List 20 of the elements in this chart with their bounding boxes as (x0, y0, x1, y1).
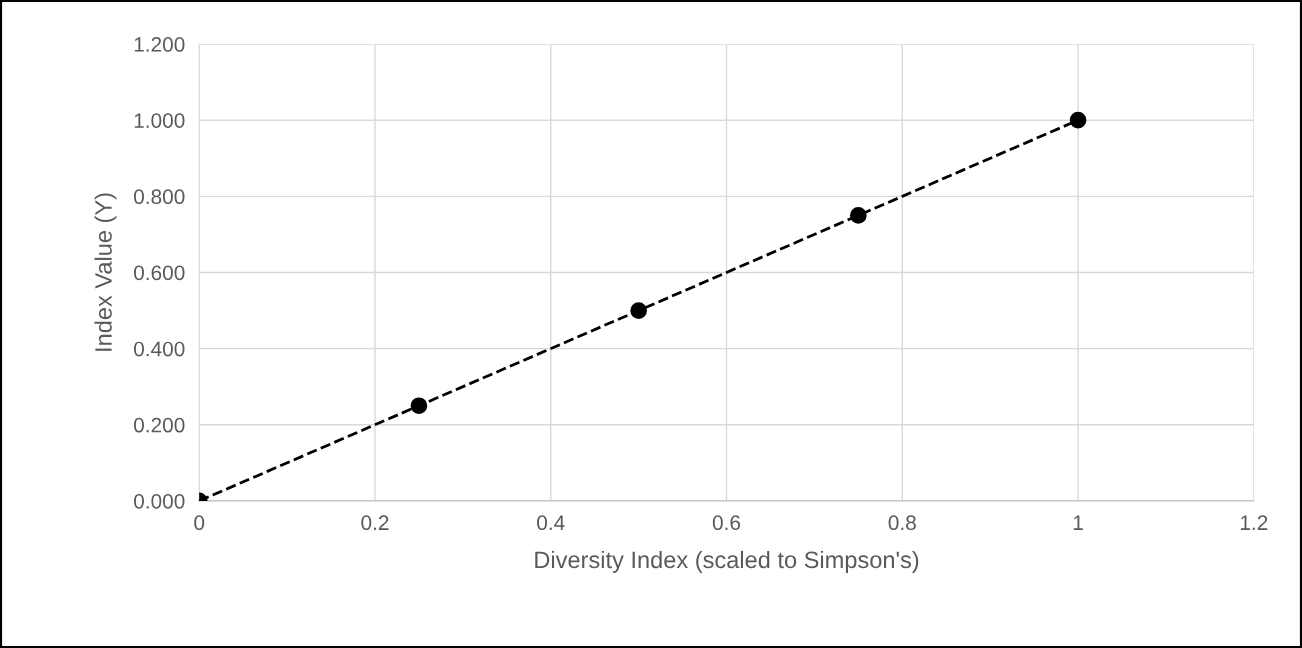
point (410, 397, 428, 415)
y-tick-label: 1.000 (134, 113, 185, 128)
y-axis-title: Index Value (Y) (94, 193, 117, 351)
y-tick-label: 0.800 (134, 189, 185, 205)
x-tick-label: 0.4 (537, 515, 565, 531)
y-tick-label: 0.600 (134, 265, 185, 281)
y-tick-label: 0.000 (134, 493, 185, 509)
x-tick-label: 1.2 (1240, 515, 1268, 530)
x-tick-label: 0.2 (361, 515, 389, 531)
y-tick-label: 0.400 (134, 341, 185, 357)
point (1069, 111, 1087, 129)
point (630, 302, 647, 319)
x-tick-label: 0 (194, 515, 205, 531)
y-tick-label: 0.200 (134, 417, 185, 433)
x-tick-label: 0.6 (712, 515, 741, 531)
y-tick-label: 1.200 (134, 37, 185, 52)
x-axis-title: Diversity Index (scaled to Simpson's) (535, 550, 919, 573)
x-tick-label: 1 (1073, 515, 1083, 530)
point (850, 207, 867, 224)
x-tick-label: 0.8 (888, 515, 916, 531)
